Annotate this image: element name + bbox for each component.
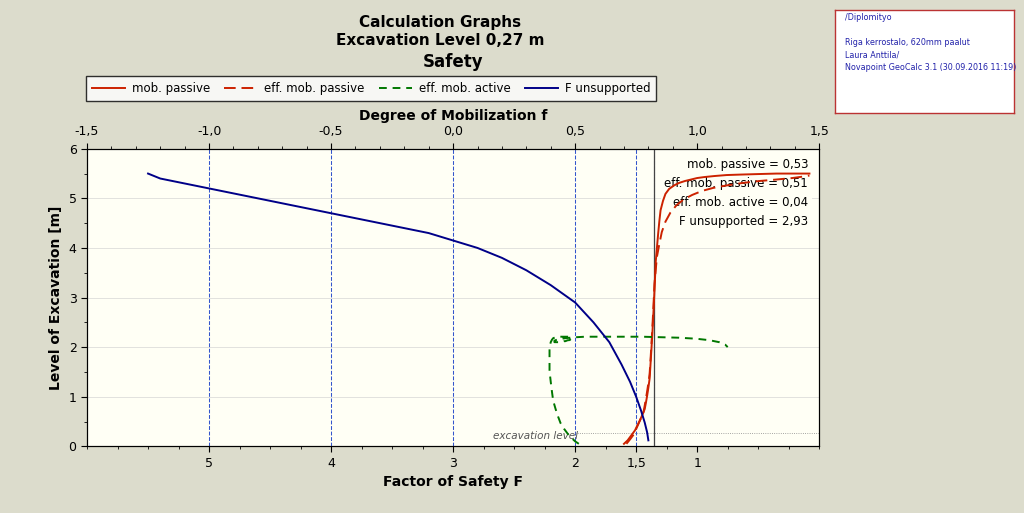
Text: excavation level: excavation level [493,431,578,441]
Legend: mob. passive, eff. mob. passive, eff. mob. active, F unsupported: mob. passive, eff. mob. passive, eff. mo… [86,76,656,101]
Y-axis label: Level of Excavation [m]: Level of Excavation [m] [49,205,63,390]
X-axis label: Degree of Mobilization f: Degree of Mobilization f [359,109,547,123]
Text: mob. passive = 0,53
eff. mob. passive = 0,51
eff. mob. active = 0,04
F unsupport: mob. passive = 0,53 eff. mob. passive = … [665,157,808,228]
Title: Safety: Safety [423,53,483,71]
Text: /Diplomityo

Riga kerrostalo, 620mm paalut
Laura Anttila/
Novapoint GeoCalc 3.1 : /Diplomityo Riga kerrostalo, 620mm paalu… [845,13,1017,72]
X-axis label: Factor of Safety F: Factor of Safety F [383,475,523,489]
Text: Calculation Graphs
Excavation Level 0,27 m: Calculation Graphs Excavation Level 0,27… [336,15,545,48]
